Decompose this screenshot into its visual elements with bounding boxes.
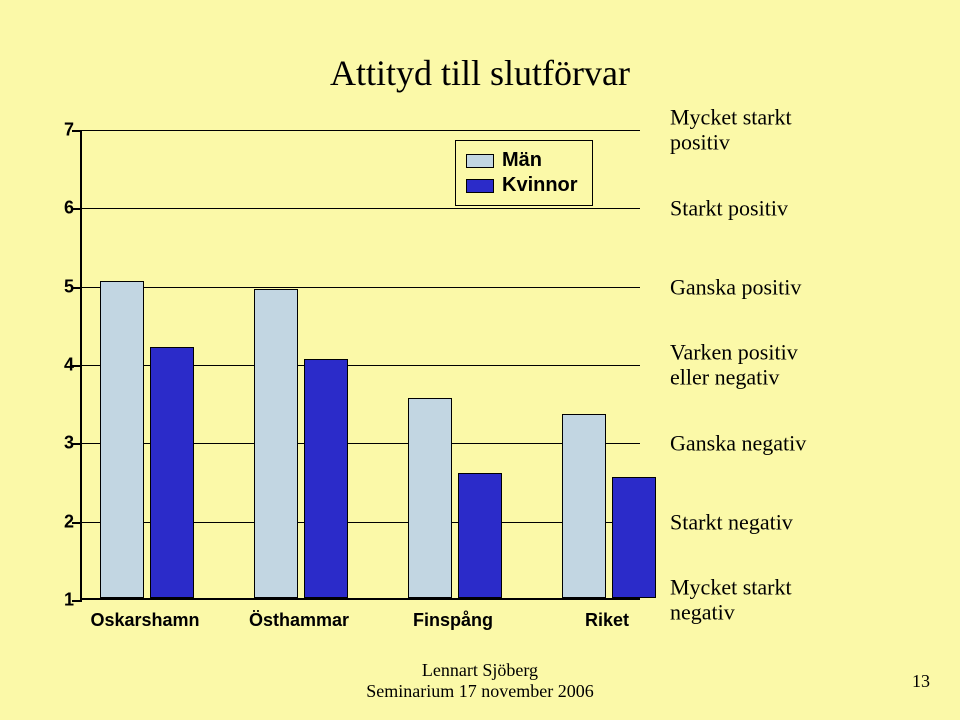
bar-group	[408, 398, 502, 598]
bar	[458, 473, 502, 598]
scale-annotation-line: Mycket starkt	[670, 575, 792, 600]
scale-annotation: Varken positiveller negativ	[670, 340, 798, 391]
x-tick-label: Östhammar	[249, 610, 349, 631]
chart-gridline	[82, 208, 640, 209]
scale-annotation-line: Ganska positiv	[670, 274, 801, 299]
scale-annotation: Mycket starktpositiv	[670, 105, 792, 156]
bar	[254, 289, 298, 598]
scale-annotation: Starkt positiv	[670, 196, 788, 221]
y-tick-label: 1	[50, 590, 74, 611]
x-tick-label: Finspång	[413, 610, 493, 631]
legend-label: Män	[502, 149, 542, 172]
scale-annotation-line: positiv	[670, 130, 792, 155]
scale-annotation-line: negativ	[670, 600, 792, 625]
scale-annotation-line: Mycket starkt	[670, 105, 792, 130]
page-title: Attityd till slutförvar	[0, 52, 960, 94]
legend-swatch	[466, 179, 494, 193]
x-tick-label: Oskarshamn	[90, 610, 199, 631]
slide: Attityd till slutförvar 1 2 3 4 5 6 7 MänKvinn…	[0, 0, 960, 720]
y-tick-label: 5	[50, 276, 74, 297]
x-tick-label: Riket	[585, 610, 629, 631]
page-number: 13	[912, 671, 930, 692]
footer-line-1: Lennart Sjöberg	[0, 660, 960, 681]
scale-annotation: Ganska negativ	[670, 431, 806, 456]
scale-annotation: Mycket starktnegativ	[670, 575, 792, 626]
scale-annotation-line: eller negativ	[670, 365, 798, 390]
bar	[612, 477, 656, 598]
legend-item: Kvinnor	[466, 174, 578, 197]
bar-group	[562, 414, 656, 598]
bar	[100, 281, 144, 598]
legend-item: Män	[466, 149, 578, 172]
legend-swatch	[466, 154, 494, 168]
slide-footer: Lennart Sjöberg Seminarium 17 november 2…	[0, 660, 960, 702]
bar-group	[100, 281, 194, 598]
bar	[562, 414, 606, 598]
y-tick-label: 2	[50, 511, 74, 532]
scale-annotation: Ganska positiv	[670, 274, 801, 299]
y-tick-label: 6	[50, 198, 74, 219]
y-tick-label: 3	[50, 433, 74, 454]
bar	[408, 398, 452, 598]
bar-group	[254, 289, 348, 598]
y-tick-label: 7	[50, 120, 74, 141]
scale-annotation-line: Starkt negativ	[670, 509, 793, 534]
chart-gridline	[82, 130, 640, 131]
scale-annotation: Starkt negativ	[670, 509, 793, 534]
bar	[150, 347, 194, 598]
legend-label: Kvinnor	[502, 174, 578, 197]
scale-annotation-line: Varken positiv	[670, 340, 798, 365]
chart-legend: MänKvinnor	[455, 140, 593, 206]
footer-line-2: Seminarium 17 november 2006	[0, 681, 960, 702]
y-tick-label: 4	[50, 355, 74, 376]
scale-annotation-line: Ganska negativ	[670, 431, 806, 456]
scale-annotation-line: Starkt positiv	[670, 196, 788, 221]
bar	[304, 359, 348, 598]
